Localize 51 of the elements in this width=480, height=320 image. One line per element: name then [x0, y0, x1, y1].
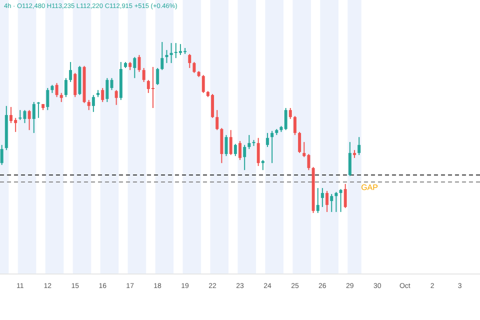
candlestick [46, 88, 50, 111]
candlestick [188, 53, 192, 68]
candlestick [344, 183, 347, 209]
candlestick [133, 56, 136, 79]
candlestick [229, 130, 232, 156]
candlestick [234, 143, 237, 157]
candlestick [243, 144, 246, 171]
candlestick [202, 74, 205, 94]
candlestick [36, 102, 40, 118]
candlestick [160, 42, 164, 71]
candlestick [101, 88, 104, 103]
candlestick [87, 99, 90, 111]
candlestick [288, 108, 292, 120]
candlestick [266, 132, 269, 148]
candlestick [192, 62, 196, 74]
candlestick [320, 188, 324, 208]
candlestick [60, 92, 63, 103]
candlestick [339, 188, 342, 212]
candlestick [69, 62, 72, 83]
candlestick [270, 130, 274, 164]
candlestick [64, 78, 68, 98]
candlestick [55, 82, 58, 98]
candlestick [106, 78, 109, 103]
candlestick [298, 131, 302, 154]
candlestick [151, 66, 154, 109]
candlestick [138, 54, 141, 72]
candlestick [358, 136, 361, 156]
candlestick [330, 194, 334, 212]
candlestick [348, 142, 352, 177]
ref-line-label: GAP [361, 183, 378, 192]
candlestick [165, 50, 168, 64]
candlestick [261, 159, 264, 171]
candlestick [142, 67, 146, 83]
candlestick [316, 188, 320, 214]
candlestick [74, 72, 77, 98]
candlestick [248, 134, 251, 150]
candlestick [92, 94, 95, 112]
candlestick [326, 190, 329, 212]
candlestick [284, 108, 288, 131]
candlestick [216, 110, 219, 131]
candlestick [334, 191, 338, 212]
candlestick [170, 42, 173, 64]
candlestick [18, 110, 22, 120]
candlestick [0, 144, 4, 166]
candlestick [293, 116, 296, 136]
candlestick [256, 137, 260, 166]
candlestick [238, 140, 242, 160]
candlestick [32, 102, 36, 134]
candlestick [28, 110, 31, 131]
candlestick [114, 90, 118, 106]
candlestick [156, 67, 160, 86]
